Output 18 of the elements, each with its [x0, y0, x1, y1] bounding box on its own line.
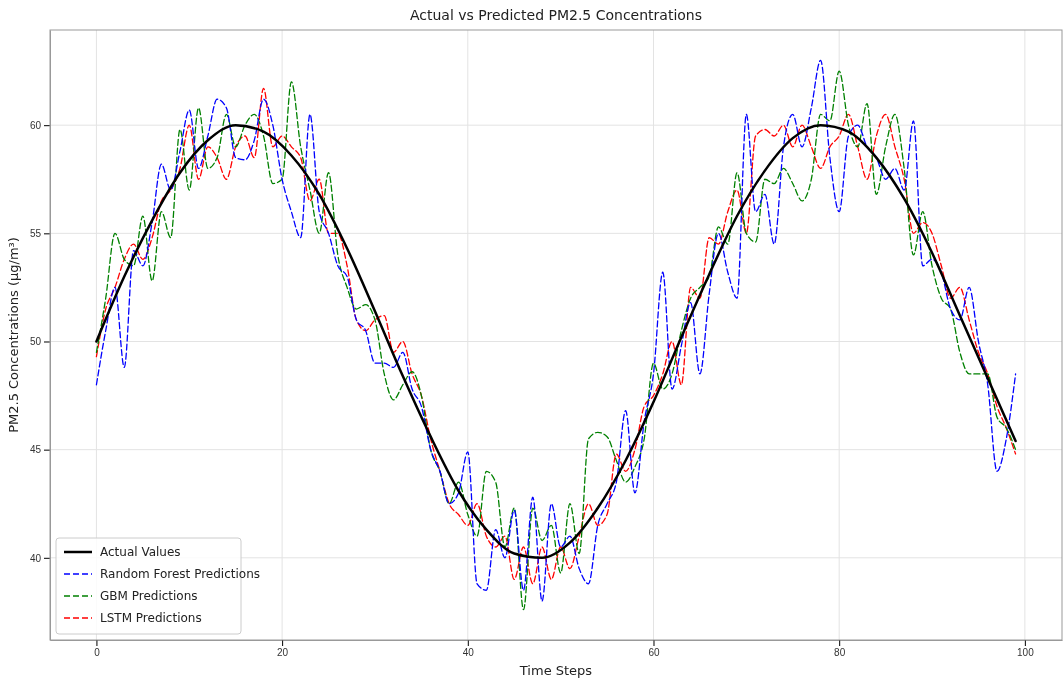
legend-label: GBM Predictions — [100, 589, 198, 603]
y-axis-title: PM2.5 Concentrations (µg/m³) — [6, 237, 21, 433]
x-tick-label: 20 — [277, 647, 289, 659]
x-tick-label: 40 — [462, 647, 475, 659]
x-tick-label: 0 — [94, 647, 101, 659]
legend-label: LSTM Predictions — [100, 611, 202, 625]
y-tick-label: 60 — [29, 119, 42, 131]
legend-label: Actual Values — [100, 545, 181, 559]
y-tick-label: 45 — [29, 444, 42, 456]
y-tick-label: 55 — [29, 228, 42, 240]
x-tick-label: 60 — [648, 647, 660, 659]
chart-title: Actual vs Predicted PM2.5 Concentrations — [409, 7, 703, 23]
y-tick-label: 50 — [29, 336, 42, 348]
x-tick-label: 100 — [1017, 647, 1035, 659]
x-axis-title: Time Steps — [518, 663, 593, 678]
legend-label: Random Forest Predictions — [100, 567, 261, 581]
x-tick-label: 80 — [834, 647, 846, 659]
y-tick-label: 40 — [29, 552, 42, 564]
